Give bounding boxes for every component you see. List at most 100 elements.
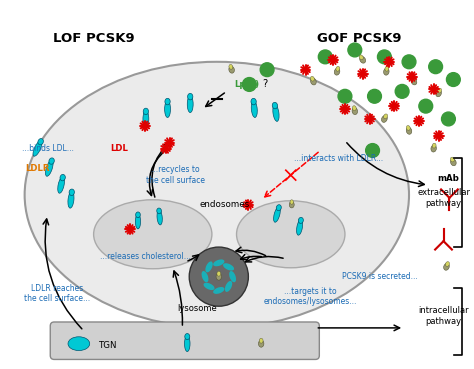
Text: LDLR reaches
the cell surface...: LDLR reaches the cell surface...	[24, 284, 90, 303]
Ellipse shape	[273, 105, 279, 121]
Ellipse shape	[406, 127, 412, 134]
Ellipse shape	[352, 106, 356, 111]
Ellipse shape	[237, 201, 345, 268]
Ellipse shape	[289, 201, 294, 208]
Ellipse shape	[157, 208, 162, 214]
Ellipse shape	[157, 210, 162, 225]
Text: TGN: TGN	[99, 341, 117, 350]
Ellipse shape	[217, 271, 221, 276]
Circle shape	[447, 73, 460, 86]
Ellipse shape	[444, 263, 449, 270]
Ellipse shape	[164, 101, 171, 117]
Text: lysosome: lysosome	[177, 304, 217, 313]
Ellipse shape	[450, 157, 454, 162]
Ellipse shape	[229, 65, 233, 69]
Ellipse shape	[203, 283, 215, 290]
Ellipse shape	[259, 338, 263, 343]
Text: ?: ?	[262, 79, 267, 89]
Ellipse shape	[213, 259, 225, 266]
Circle shape	[243, 77, 256, 92]
Text: ...interacts with LDLR...: ...interacts with LDLR...	[294, 154, 383, 163]
Ellipse shape	[49, 158, 55, 164]
Ellipse shape	[205, 261, 213, 272]
Ellipse shape	[25, 62, 409, 328]
Text: LDLR: LDLR	[25, 164, 50, 173]
Text: LOF PCSK9: LOF PCSK9	[53, 32, 135, 45]
Ellipse shape	[188, 93, 193, 100]
Text: ...binds LDL...: ...binds LDL...	[22, 144, 73, 153]
Ellipse shape	[46, 160, 53, 176]
Text: GOF PCSK9: GOF PCSK9	[318, 32, 402, 45]
Text: ...releases cholesterol...: ...releases cholesterol...	[100, 252, 191, 262]
Circle shape	[189, 247, 248, 306]
Circle shape	[402, 55, 416, 69]
Ellipse shape	[410, 76, 415, 81]
Circle shape	[442, 112, 456, 126]
Ellipse shape	[94, 200, 212, 269]
Ellipse shape	[136, 214, 141, 229]
Text: ...recycles to
the cell surface: ...recycles to the cell surface	[146, 165, 205, 185]
Ellipse shape	[69, 189, 74, 196]
Ellipse shape	[136, 212, 140, 218]
Ellipse shape	[411, 78, 417, 85]
Text: mAb: mAb	[438, 173, 459, 183]
Ellipse shape	[382, 115, 387, 123]
Ellipse shape	[385, 66, 389, 71]
Ellipse shape	[438, 88, 442, 93]
Text: PCSK9 is secreted...: PCSK9 is secreted...	[342, 272, 417, 281]
Ellipse shape	[290, 200, 293, 204]
FancyBboxPatch shape	[50, 322, 319, 359]
Ellipse shape	[360, 56, 365, 63]
Ellipse shape	[38, 139, 44, 145]
Ellipse shape	[383, 114, 388, 118]
Circle shape	[260, 63, 274, 77]
Text: endosomes: endosomes	[200, 200, 250, 209]
Ellipse shape	[229, 271, 236, 282]
Ellipse shape	[68, 337, 90, 351]
Ellipse shape	[223, 263, 234, 270]
Ellipse shape	[352, 108, 357, 115]
Ellipse shape	[187, 96, 193, 113]
Ellipse shape	[276, 205, 281, 211]
Ellipse shape	[143, 108, 148, 115]
Circle shape	[348, 43, 362, 57]
Ellipse shape	[359, 55, 363, 59]
Text: intracellular
pathway: intracellular pathway	[418, 306, 469, 326]
Ellipse shape	[201, 271, 209, 282]
Ellipse shape	[451, 159, 456, 166]
Ellipse shape	[273, 207, 280, 222]
Ellipse shape	[272, 102, 278, 109]
Ellipse shape	[213, 287, 225, 294]
Ellipse shape	[383, 68, 389, 75]
Ellipse shape	[33, 141, 42, 156]
Ellipse shape	[334, 68, 340, 75]
Circle shape	[428, 60, 443, 74]
Ellipse shape	[143, 111, 149, 127]
Circle shape	[319, 50, 332, 64]
Ellipse shape	[336, 66, 340, 71]
Text: extracellular
pathway: extracellular pathway	[417, 188, 470, 207]
Ellipse shape	[310, 76, 314, 81]
Ellipse shape	[225, 281, 232, 292]
Ellipse shape	[184, 336, 190, 352]
Circle shape	[419, 99, 433, 113]
Circle shape	[377, 50, 391, 64]
Ellipse shape	[406, 125, 410, 130]
Circle shape	[368, 89, 382, 103]
Ellipse shape	[436, 90, 441, 97]
Ellipse shape	[446, 262, 449, 266]
Ellipse shape	[68, 192, 74, 208]
Text: Lp(a): Lp(a)	[235, 80, 260, 89]
Ellipse shape	[298, 217, 303, 223]
Ellipse shape	[251, 99, 256, 105]
Ellipse shape	[310, 78, 316, 85]
Ellipse shape	[431, 145, 437, 152]
Text: LDL: LDL	[110, 144, 128, 153]
Ellipse shape	[258, 340, 264, 347]
Ellipse shape	[165, 98, 170, 105]
Ellipse shape	[216, 273, 221, 280]
Circle shape	[395, 85, 409, 98]
Ellipse shape	[185, 334, 190, 339]
Circle shape	[338, 89, 352, 103]
Ellipse shape	[58, 177, 64, 193]
